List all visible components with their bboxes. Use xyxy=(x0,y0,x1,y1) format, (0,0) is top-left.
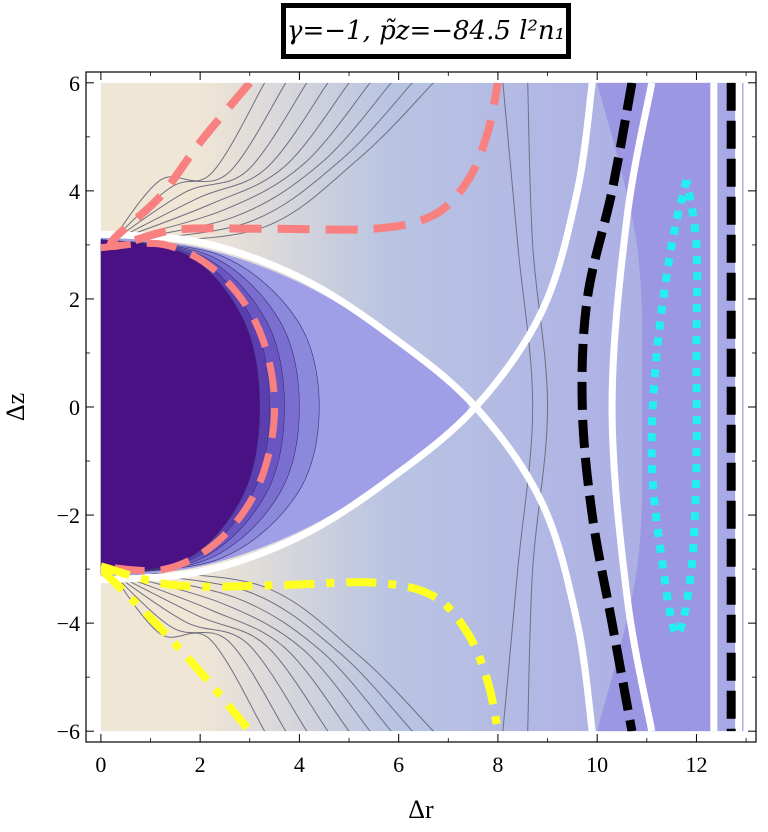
chart-title-text: γ=−1, p̃z=−84.5 l²n₁ xyxy=(286,16,566,46)
y-tick-label-4: 2 xyxy=(69,287,80,312)
x-tick-label-0: 0 xyxy=(95,752,106,777)
yellow-dashdot-left xyxy=(100,566,253,732)
y-tick-label-0: −6 xyxy=(57,719,80,744)
cyan-dotted-loop xyxy=(647,179,702,638)
separatrix xyxy=(100,82,743,732)
y-tick-label-5: 4 xyxy=(69,179,80,204)
pink-dashed-upper xyxy=(106,82,502,250)
x-tick-label-5: 10 xyxy=(586,752,608,777)
x-tick-label-1: 2 xyxy=(195,752,206,777)
x-axis-label: Δr xyxy=(408,795,434,824)
chart-title: γ=−1, p̃z=−84.5 l²n₁ xyxy=(281,3,571,59)
yellow-dashdot-lower xyxy=(100,562,502,732)
x-tick-label-6: 12 xyxy=(685,752,707,777)
y-tick-label-3: 0 xyxy=(69,395,80,420)
inner-layer-4 xyxy=(100,239,261,575)
y-tick-label-6: 6 xyxy=(69,71,80,96)
plot-area xyxy=(100,82,744,732)
y-tick-label-1: −4 xyxy=(57,611,80,636)
x-tick-label-3: 6 xyxy=(393,752,404,777)
pink-dashed-arc xyxy=(100,239,279,575)
y-axis-label: Δz xyxy=(1,393,30,421)
axis-ticks: 0 2 4 6 8 10 12 −6 −4 −2 0 2 4 6 xyxy=(57,71,756,777)
black-dashed-right xyxy=(577,82,637,732)
x-tick-label-4: 8 xyxy=(492,752,503,777)
x-tick-label-2: 4 xyxy=(294,752,305,777)
y-tick-label-2: −2 xyxy=(57,503,80,528)
